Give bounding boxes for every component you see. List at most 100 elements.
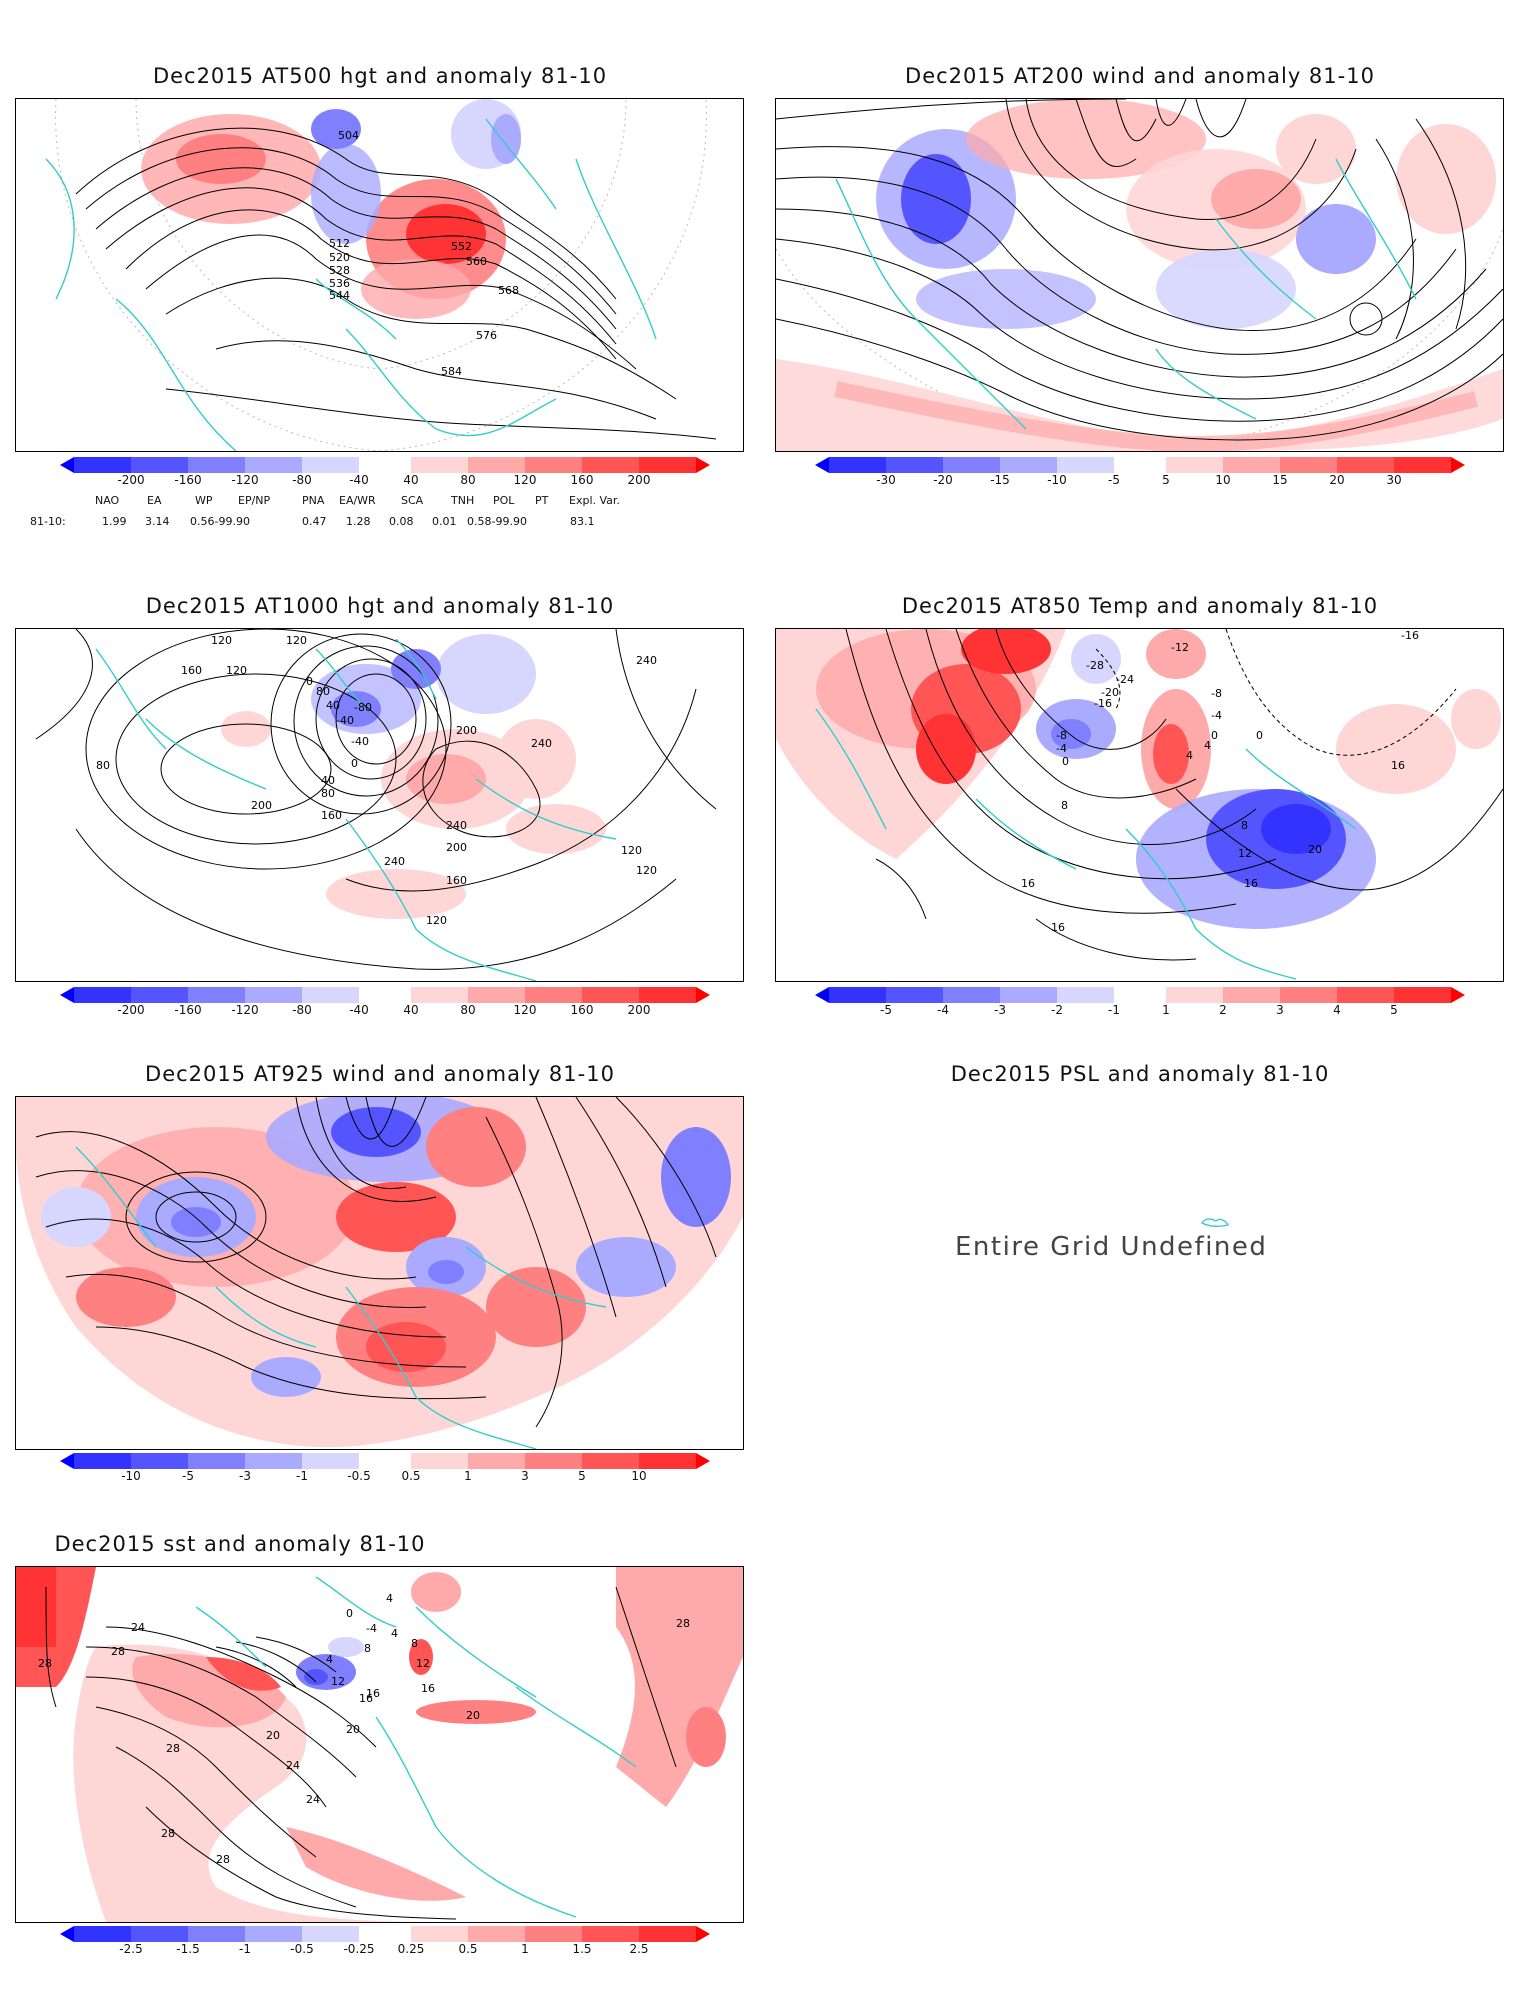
contour-label: 20 [466,1709,480,1722]
index-value: 0.01 [432,515,457,528]
tick-label: 0.5 [401,1469,421,1483]
index-row-label: 81-10: [30,515,66,528]
tick-label: 1 [1162,1003,1170,1017]
tick-label: -30 [876,473,896,487]
contour-label: 120 [426,914,447,927]
contour-label: 120 [226,664,247,677]
panel-title: Dec2015 AT925 wind and anomaly 81-10 [145,1062,615,1086]
contour-label: 8 [1061,799,1068,812]
contour-label: 544 [329,289,350,302]
contour-label: 160 [181,664,202,677]
contour-label: 240 [446,819,467,832]
contour-label: 552 [451,240,472,253]
contour-label: 16 [1391,759,1405,772]
index-value: 0.56-99.90 [190,515,250,528]
tick-label: 15 [1272,473,1288,487]
contour-label: 0 [1211,729,1218,742]
contour-label: 528 [329,264,350,277]
tick-label: -160 [174,473,202,487]
colorbar-200: -30 -20 -15 -10 -5 5 10 15 20 30 [815,457,1465,493]
tick-label: 1 [521,1942,529,1956]
contour-label: 0 [1256,729,1263,742]
tick-label: -3 [239,1469,251,1483]
contour-label: -4 [1211,709,1222,722]
map-frame: 504 512 520 528 536 544 552 560 568 576 … [15,98,744,452]
contour-label: 8 [411,1637,418,1650]
contour-label: -28 [1086,659,1104,672]
index-value: 3.14 [145,515,170,528]
tick-label: -4 [937,1003,949,1017]
tick-label: 1.5 [572,1942,592,1956]
tick-label: 4 [1333,1003,1341,1017]
tick-label: 20 [1329,473,1345,487]
tick-label: 10 [1215,473,1231,487]
map-500: 504 512 520 528 536 544 552 560 568 576 … [16,99,743,451]
map-frame: -16 -12 -24 -20 -16 -8 -4 0 -8 -4 0 8 4 … [775,628,1504,982]
panel-sst: Dec2015 sst and anomaly 81-10 [0,1530,760,1975]
contour-label: 576 [476,329,497,342]
contour-label: 120 [636,864,657,877]
contour-label: 0 [351,757,358,770]
contour-label: 512 [329,237,350,250]
contour-label: 0 [1062,755,1069,768]
tick-label: 1 [464,1469,472,1483]
index-value: 83.1 [570,515,595,528]
contour-label: -16 [1401,629,1419,642]
contour-label: 12 [416,1657,430,1670]
contour-label: 80 [321,787,335,800]
contour-label: 584 [441,365,462,378]
tick-label: 30 [1386,473,1402,487]
contour-label: 28 [38,1657,52,1670]
index-value: 1.99 [102,515,127,528]
panel-at850: Dec2015 AT850 Temp and anomaly 81-10 [760,590,1520,1020]
contour-label: 240 [384,855,405,868]
index-header: NAO [95,494,120,507]
tick-label: 40 [403,473,419,487]
tick-label: 120 [513,1003,537,1017]
contour-label: 120 [621,844,642,857]
colorbar-swatches [60,1453,710,1469]
index-header: TNH [451,494,475,507]
tick-label: 160 [570,473,594,487]
contour-label: 28 [676,1617,690,1630]
index-header: SCA [401,494,424,507]
contour-label: 200 [446,841,467,854]
tick-label: -80 [292,473,312,487]
contour-label: 40 [321,774,335,787]
tick-label: -1 [1108,1003,1120,1017]
contour-label: 520 [329,251,350,264]
tick-label: -120 [231,1003,259,1017]
contour-label: 240 [636,654,657,667]
tick-label: -120 [231,473,259,487]
contour-label: 8 [364,1642,371,1655]
contour-label: 28 [166,1742,180,1755]
contour-label: -8 [1211,687,1222,700]
colorbar-swatches [60,1926,710,1942]
contour-label: -12 [1171,641,1189,654]
small-landmass-glyph [1200,1218,1230,1228]
contour-label: 20 [1308,843,1322,856]
contour-label: 4 [1186,749,1193,762]
index-header: EA [147,494,162,507]
contour-label: -4 [366,1622,377,1635]
tick-label: -1.5 [176,1942,200,1956]
tick-label: -0.5 [347,1469,371,1483]
tick-label: 120 [513,473,537,487]
map-frame: 120 120 160 120 80 240 200 240 200 -40 0… [15,628,744,982]
index-value: 0.47 [302,515,327,528]
tick-label: -2.5 [119,1942,143,1956]
contour-label: 200 [456,724,477,737]
tick-label: -5 [880,1003,892,1017]
tick-label: -20 [933,473,953,487]
tick-label: -200 [117,1003,145,1017]
contour-label: 4 [391,1627,398,1640]
tick-label: -40 [349,473,369,487]
map-925 [16,1097,743,1449]
map-frame: 28 28 24 28 20 16 12 8 4 0 -4 4 12 16 20… [15,1566,744,1923]
tick-label: 40 [403,1003,419,1017]
panel-title: Dec2015 sst and anomaly 81-10 [54,1532,426,1556]
tick-label: -10 [121,1469,141,1483]
contour-label: 560 [466,255,487,268]
index-value: 1.28 [346,515,371,528]
index-header: PNA [302,494,325,507]
